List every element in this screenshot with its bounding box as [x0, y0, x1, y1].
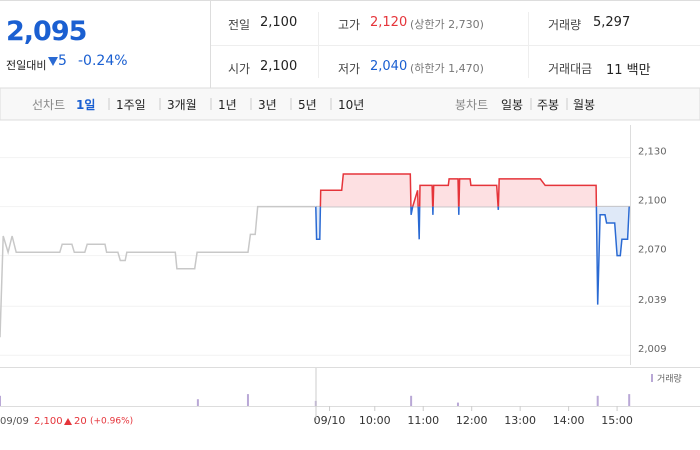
legend-swatch: [651, 374, 653, 382]
x-tick-label: 12:00: [456, 414, 488, 427]
volume-bar: [628, 394, 631, 406]
down-arrow: [48, 57, 58, 66]
detail-extra: (하한가 1,470): [410, 62, 484, 75]
volume-bar: [596, 395, 599, 406]
price-line: [315, 173, 630, 207]
detail-label: 전일: [228, 18, 251, 32]
prev-change: 20: [74, 416, 87, 427]
x-tick-label: 09/10: [314, 414, 346, 427]
price: 2,095: [6, 16, 87, 47]
y-tick-label: 2,100: [638, 196, 667, 207]
legend-label: 거래량: [657, 373, 682, 385]
tab[interactable]: 주봉: [537, 98, 560, 112]
tab[interactable]: 3개월: [167, 98, 197, 112]
tab[interactable]: 일봉: [501, 98, 524, 112]
detail-label: 고가: [338, 18, 361, 32]
tab-group-label: 봉차트: [455, 98, 489, 112]
x-tick-label: 11:00: [407, 414, 439, 427]
tab[interactable]: 월봉: [573, 98, 596, 112]
tab[interactable]: 10년: [338, 98, 365, 112]
tab[interactable]: 3년: [258, 98, 277, 112]
prev-rate: (+0.96%): [90, 417, 133, 427]
detail-extra: (상한가 2,730): [410, 18, 484, 31]
x-tick-label: 10:00: [359, 414, 391, 427]
detail-value: 11 백만: [606, 63, 651, 78]
x-tick-label: 14:00: [553, 414, 585, 427]
volume-bar: [246, 394, 249, 406]
tab[interactable]: 1일: [76, 98, 96, 112]
change-label: 전일대비: [6, 59, 47, 72]
tab[interactable]: 5년: [298, 98, 317, 112]
volume-bar: [196, 399, 199, 406]
detail-value: 2,100: [260, 15, 298, 30]
x-tick-label: 13:00: [504, 414, 536, 427]
price-line: [315, 206, 630, 305]
price-area: [315, 174, 630, 207]
detail-label: 거래량: [548, 18, 582, 32]
volume-bar: [0, 395, 1, 406]
tab[interactable]: 1년: [218, 98, 237, 112]
detail-label: 거래대금: [548, 62, 593, 76]
volume-bar: [456, 402, 459, 406]
detail-label: 저가: [338, 62, 361, 76]
detail-value: 2,100: [260, 59, 298, 74]
detail-value: 5,297: [593, 15, 631, 30]
y-tick-label: 2,070: [638, 245, 667, 256]
price-line: [0, 205, 315, 338]
detail-value: 2,120: [370, 15, 408, 30]
change: 5: [58, 53, 67, 69]
y-tick-label: 2,130: [638, 147, 667, 158]
tab-bar: [0, 87, 700, 121]
tab[interactable]: 1주일: [116, 98, 146, 112]
up-arrow: [64, 418, 72, 425]
tab-group-label: 선차트: [32, 98, 66, 112]
y-tick-label: 2,039: [638, 295, 667, 306]
detail-value: 2,040: [370, 59, 408, 74]
prev-close: 2,100: [34, 416, 63, 427]
prev-date: 09/09: [0, 416, 29, 427]
detail-label: 시가: [228, 62, 251, 76]
y-tick-label: 2,009: [638, 344, 667, 355]
change-rate: -0.24%: [78, 53, 128, 69]
x-tick-label: 15:00: [601, 414, 633, 427]
volume-bar: [410, 395, 413, 406]
